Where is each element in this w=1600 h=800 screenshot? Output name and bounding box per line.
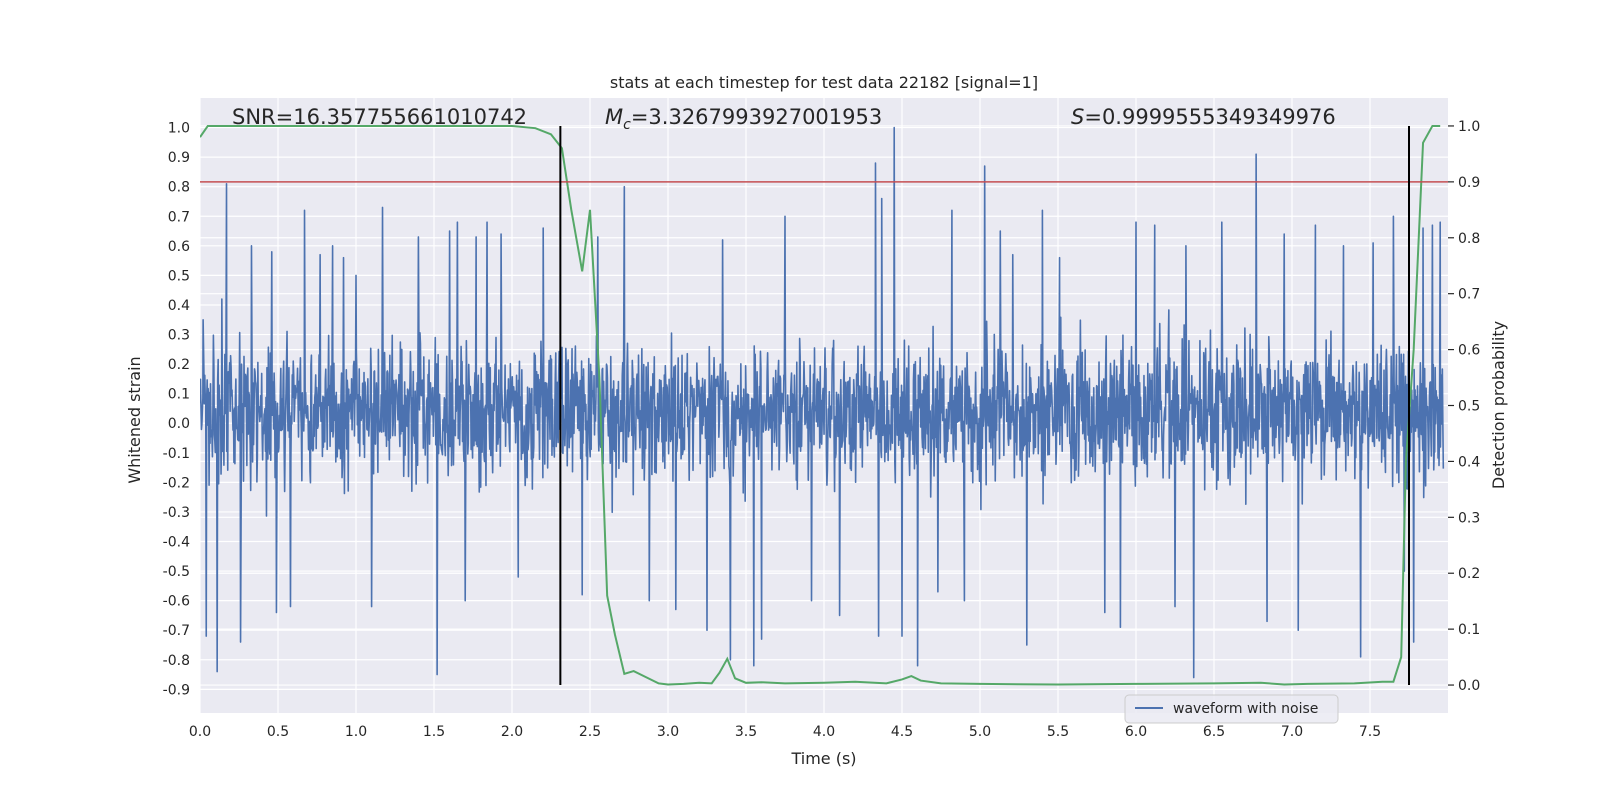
y-tick-label: 0.3	[168, 328, 190, 344]
y-tick-label: -0.6	[163, 594, 190, 610]
x-tick-label: 0.5	[267, 724, 289, 740]
x-tick-label: 5.5	[1047, 724, 1069, 740]
legend-entry: waveform with noise	[1173, 701, 1318, 717]
snr-annotation: SNR=16.357755661010742	[232, 105, 527, 129]
y2-tick-label: 0.5	[1458, 399, 1480, 415]
y-tick-label: -0.1	[163, 446, 190, 462]
x-axis-label: Time (s)	[790, 749, 856, 768]
y2-tick-label: 0.0	[1458, 678, 1480, 694]
chirp-mass-symbol: M	[605, 105, 623, 129]
y-tick-label: 0.9	[168, 150, 190, 166]
chirp-mass-value: =3.3267993927001953	[631, 105, 882, 129]
statistic-value: =0.9999555349349976	[1084, 105, 1335, 129]
x-tick-label: 2.0	[501, 724, 523, 740]
y2-tick-label: 0.3	[1458, 510, 1480, 526]
y-tick-label: 0.7	[168, 209, 190, 225]
probability-line	[200, 124, 1441, 686]
statistic-annotation: S=0.9999555349349976	[1071, 105, 1336, 129]
legend: waveform with noise	[1124, 694, 1339, 724]
y2-tick-label: 0.9	[1458, 175, 1480, 191]
x-tick-label: 7.0	[1281, 724, 1303, 740]
y-tick-label: -0.2	[163, 475, 190, 491]
y-tick-label: -0.4	[163, 535, 190, 551]
x-tick-label: 4.5	[891, 724, 913, 740]
y2-tick-label: 0.8	[1458, 231, 1480, 247]
chirp-mass-annotation: Mc=3.3267993927001953	[605, 105, 882, 133]
y2-tick-label: 0.7	[1458, 287, 1480, 303]
y-axis-label: Whitened strain	[125, 356, 144, 483]
x-tick-label: 4.0	[813, 724, 835, 740]
y-tick-label: 0.5	[168, 268, 190, 284]
waveform-line	[200, 126, 1445, 679]
x-tick-label: 2.5	[579, 724, 601, 740]
y-tick-label: 1.0	[168, 121, 190, 137]
statistic-symbol: S	[1071, 105, 1084, 129]
reference-lines	[200, 125, 1448, 686]
chart-title: stats at each timestep for test data 221…	[610, 73, 1038, 92]
waveform-series	[200, 126, 1445, 679]
x-tick-label: 5.0	[969, 724, 991, 740]
chirp-mass-subscript: c	[623, 117, 631, 133]
legend-box	[1124, 694, 1339, 724]
y-tick-label: 0.2	[168, 357, 190, 373]
x-tick-label: 1.5	[423, 724, 445, 740]
y2-tick-label: 0.2	[1458, 566, 1480, 582]
y-tick-label: -0.9	[163, 682, 190, 698]
y-tick-label: -0.3	[163, 505, 190, 521]
y-tick-label: -0.7	[163, 623, 190, 639]
y2-tick-label: 0.6	[1458, 343, 1480, 359]
x-tick-label: 3.5	[735, 724, 757, 740]
y-tick-label: 0.6	[168, 239, 190, 255]
y-tick-label: -0.8	[163, 653, 190, 669]
y2-tick-label: 0.4	[1458, 454, 1480, 470]
x-tick-label: 6.0	[1125, 724, 1147, 740]
y2-tick-label: 1.0	[1458, 119, 1480, 135]
y-tick-label: -0.5	[163, 564, 190, 580]
y-tick-label: 0.8	[168, 180, 190, 196]
y2-axis-label: Detection probability	[1489, 321, 1508, 489]
axis-ticks: 0.0 0.5 1.0 1.5 2.0 2.5 3.0 3.5 4.0 4.5 5.0 5.5 6.0 6…	[163, 119, 1481, 740]
x-tick-label: 3.0	[657, 724, 679, 740]
probability-series	[200, 124, 1441, 686]
y2-tick-label: 0.1	[1458, 622, 1480, 638]
x-tick-label: 6.5	[1203, 724, 1225, 740]
x-tick-label: 0.0	[189, 724, 211, 740]
x-tick-label: 7.5	[1359, 724, 1381, 740]
y-tick-label: 0.4	[168, 298, 190, 314]
x-tick-label: 1.0	[345, 724, 367, 740]
y-tick-label: 0.0	[168, 416, 190, 432]
y-tick-label: 0.1	[168, 387, 190, 403]
